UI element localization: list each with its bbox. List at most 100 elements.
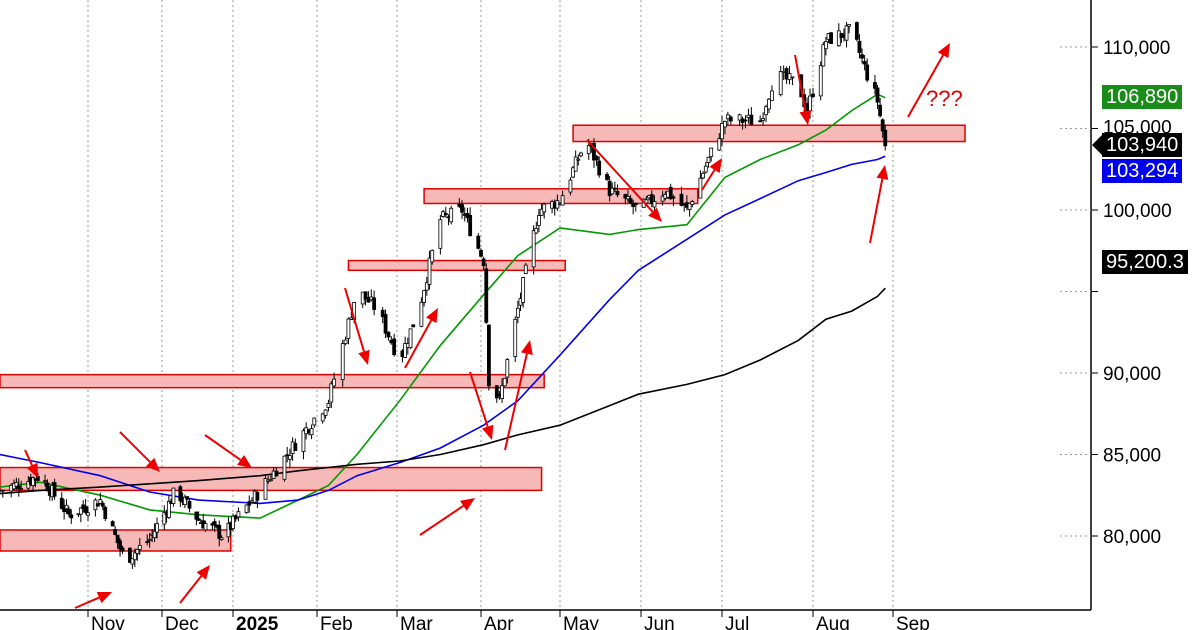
candle-up: [162, 512, 167, 525]
candle-up: [236, 511, 241, 518]
candle-down: [16, 485, 21, 490]
arrow-head-icon: [648, 207, 662, 222]
arrow-head-icon: [709, 158, 722, 174]
candle-up: [309, 428, 314, 436]
arrow-head-icon: [145, 457, 160, 472]
candle-up: [821, 44, 826, 67]
arrow-head-icon: [481, 424, 494, 440]
x-tick-label: Sep: [896, 614, 930, 630]
candle-down: [829, 32, 833, 44]
candle-up: [329, 383, 334, 403]
candle-down: [749, 114, 754, 125]
candle-down: [605, 173, 609, 180]
candle-down: [110, 521, 115, 527]
candle-up: [537, 215, 541, 226]
candle-up: [836, 30, 841, 47]
candle-up: [701, 172, 705, 179]
candle-down: [597, 160, 602, 176]
candle-up: [135, 549, 140, 554]
candle-down: [728, 116, 733, 122]
candle-up: [770, 90, 774, 101]
candle-up: [301, 430, 306, 452]
candle-up: [808, 95, 812, 112]
arrow-shaft: [586, 139, 654, 213]
candle-up: [171, 487, 176, 504]
candle-up: [155, 523, 159, 533]
candle-down: [668, 186, 673, 200]
green-ma-value-tag: 106,890: [1102, 85, 1183, 109]
price-zone: [347, 259, 566, 272]
candle-up: [818, 65, 823, 97]
support-resistance-zones: [0, 124, 966, 552]
arrow-shaft: [344, 287, 365, 352]
candle-up: [43, 480, 47, 483]
candle-down: [592, 142, 596, 161]
candle-up: [610, 187, 615, 195]
candle-down: [128, 547, 132, 563]
candle-down: [479, 249, 483, 257]
candle-down: [247, 501, 252, 506]
candle-up: [764, 106, 768, 116]
arrow-shaft: [404, 319, 433, 369]
candle-down: [481, 258, 486, 267]
candle-up: [687, 202, 692, 211]
arrow-head-icon: [799, 110, 812, 125]
candle-down: [392, 338, 397, 356]
arrow-shaft: [204, 434, 242, 461]
last-price-pointer-icon: [1092, 133, 1104, 157]
candle-up: [521, 277, 526, 303]
candle-down: [873, 82, 877, 89]
candle-down: [217, 524, 222, 539]
y-tick-label: 85,000: [1103, 445, 1161, 466]
candle-up: [326, 403, 331, 408]
x-tick-label: Nov: [91, 614, 125, 630]
candle-up: [824, 41, 828, 50]
arrow-shaft: [869, 178, 884, 244]
candle-down: [100, 502, 105, 507]
arrow-shaft: [504, 353, 528, 451]
candle-down: [115, 534, 120, 544]
candle-up: [26, 481, 31, 489]
candle-up: [576, 158, 581, 161]
candle-down: [671, 196, 676, 199]
candle-down: [875, 87, 880, 103]
arrow-head-icon: [196, 565, 210, 580]
candle-up: [703, 165, 708, 173]
arrow-shaft: [701, 169, 716, 191]
candle-up: [571, 167, 575, 178]
candle-down: [743, 119, 748, 122]
candle-up: [500, 385, 504, 399]
candle-up: [231, 515, 235, 530]
arrow-shaft: [24, 449, 34, 466]
moving-average-line: [0, 287, 886, 495]
candle-down: [633, 202, 638, 206]
x-tick-label: Dec: [165, 614, 199, 630]
candle-up: [531, 230, 536, 268]
candle-up: [698, 177, 703, 199]
y-tick-label: 80,000: [1103, 527, 1161, 548]
arrow-shaft: [419, 504, 464, 536]
candle-up: [844, 25, 849, 41]
candle-down: [194, 511, 199, 520]
arrow-head-icon: [937, 43, 950, 59]
candle-up: [312, 417, 317, 426]
candle-up: [203, 523, 208, 531]
candle-down: [612, 187, 617, 190]
candle-up: [422, 290, 426, 303]
candle-up: [430, 249, 435, 263]
candle-up: [86, 512, 90, 516]
candle-up: [320, 413, 325, 422]
candle-down: [212, 521, 217, 525]
candle-up: [332, 378, 337, 387]
x-tick-label: Jun: [644, 614, 675, 630]
candle-up: [340, 343, 345, 381]
candle-up: [419, 301, 424, 327]
candle-up: [717, 138, 722, 151]
candle-down: [187, 500, 192, 509]
x-axis: Nov Dec 2025 Feb Mar Apr May Jun Jul Aug Sep: [87, 610, 930, 630]
candle-down: [118, 540, 122, 550]
candle-up: [98, 499, 103, 504]
arrow-head-icon: [460, 498, 475, 511]
candle-down: [443, 212, 448, 216]
candle-down: [380, 309, 385, 318]
